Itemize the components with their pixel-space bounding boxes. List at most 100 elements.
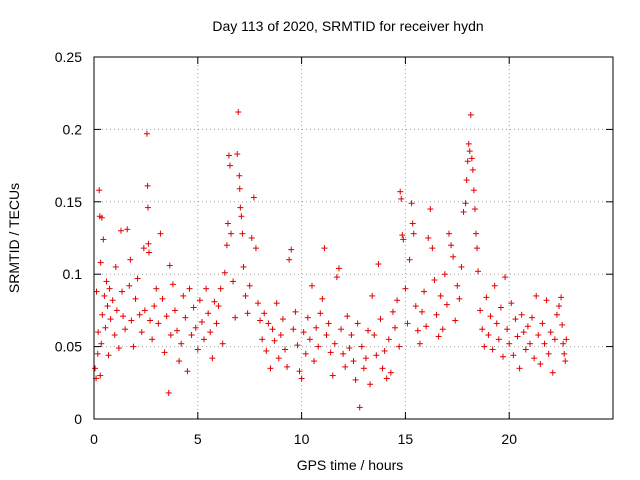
data-point bbox=[104, 303, 111, 310]
data-point bbox=[396, 343, 403, 350]
data-point bbox=[203, 285, 210, 292]
data-point bbox=[237, 204, 244, 211]
data-point bbox=[257, 317, 264, 324]
data-point bbox=[165, 389, 172, 396]
data-point bbox=[192, 324, 199, 331]
data-point bbox=[408, 200, 415, 207]
data-point bbox=[561, 350, 568, 357]
data-point bbox=[340, 350, 347, 357]
grid-layer bbox=[94, 57, 613, 419]
data-point bbox=[317, 310, 324, 317]
data-point bbox=[95, 329, 102, 336]
data-point bbox=[292, 308, 299, 315]
axis-ticks: 0 5 10 15 20 0 0.05 0.1 0.15 0.2 0.25 bbox=[55, 49, 613, 447]
data-point bbox=[294, 342, 301, 349]
data-point bbox=[499, 353, 506, 360]
data-point bbox=[111, 332, 118, 339]
data-point bbox=[352, 376, 359, 383]
data-point bbox=[117, 227, 124, 234]
data-point bbox=[533, 292, 540, 299]
data-point bbox=[491, 282, 498, 289]
data-point bbox=[520, 329, 527, 336]
x-tick-label: 20 bbox=[501, 431, 517, 447]
y-tick-label: 0 bbox=[74, 411, 82, 427]
x-tick-label: 15 bbox=[398, 431, 414, 447]
data-point bbox=[219, 340, 226, 347]
data-point bbox=[113, 307, 120, 314]
data-point bbox=[166, 262, 173, 269]
data-point bbox=[431, 276, 438, 283]
data-point bbox=[495, 336, 502, 343]
data-point bbox=[467, 111, 474, 118]
data-point bbox=[138, 329, 145, 336]
data-point bbox=[174, 327, 181, 334]
data-point bbox=[531, 355, 538, 362]
data-point bbox=[356, 404, 363, 411]
data-point bbox=[221, 269, 228, 276]
data-point bbox=[159, 295, 166, 302]
data-point bbox=[122, 326, 129, 333]
data-point bbox=[354, 320, 361, 327]
data-point bbox=[105, 352, 112, 359]
data-point bbox=[308, 282, 315, 289]
data-point bbox=[281, 346, 288, 353]
data-point bbox=[560, 340, 567, 347]
data-point bbox=[115, 345, 122, 352]
data-point bbox=[437, 292, 444, 299]
data-point bbox=[155, 320, 162, 327]
data-point bbox=[563, 336, 570, 343]
data-point bbox=[454, 282, 461, 289]
data-point bbox=[98, 340, 105, 347]
data-point bbox=[130, 343, 137, 350]
data-point bbox=[263, 347, 270, 354]
data-point bbox=[106, 285, 113, 292]
data-point bbox=[180, 292, 187, 299]
data-point bbox=[489, 346, 496, 353]
data-point bbox=[559, 321, 566, 328]
data-point bbox=[296, 368, 303, 375]
data-point bbox=[238, 213, 245, 220]
data-point bbox=[109, 297, 116, 304]
data-point bbox=[298, 375, 305, 382]
data-point bbox=[416, 340, 423, 347]
data-point bbox=[348, 332, 355, 339]
data-point bbox=[383, 375, 390, 382]
data-point bbox=[244, 310, 251, 317]
data-point bbox=[512, 316, 519, 323]
data-point bbox=[302, 350, 309, 357]
data-point bbox=[487, 313, 494, 320]
data-point bbox=[102, 324, 109, 331]
data-point bbox=[547, 329, 554, 336]
data-point bbox=[360, 365, 367, 372]
data-point bbox=[535, 332, 542, 339]
data-point bbox=[128, 317, 135, 324]
data-point bbox=[477, 307, 484, 314]
data-point bbox=[387, 369, 394, 376]
y-tick-label: 0.25 bbox=[55, 49, 82, 65]
data-point bbox=[304, 314, 311, 321]
data-point bbox=[338, 326, 345, 333]
data-point bbox=[315, 343, 322, 350]
x-tick-label: 5 bbox=[194, 431, 202, 447]
data-point bbox=[549, 369, 556, 376]
data-point bbox=[284, 363, 291, 370]
data-point bbox=[261, 310, 268, 317]
data-point bbox=[306, 336, 313, 343]
data-point bbox=[475, 268, 482, 275]
data-point bbox=[271, 337, 278, 344]
data-point bbox=[524, 323, 531, 330]
data-point bbox=[267, 365, 274, 372]
data-point bbox=[141, 307, 148, 314]
data-point bbox=[97, 372, 104, 379]
data-point bbox=[367, 381, 374, 388]
data-point bbox=[153, 285, 160, 292]
data-point bbox=[346, 345, 353, 352]
data-point bbox=[178, 340, 185, 347]
data-point bbox=[157, 230, 164, 237]
data-point bbox=[94, 350, 101, 357]
data-point bbox=[323, 332, 330, 339]
data-point bbox=[205, 310, 212, 317]
data-point bbox=[425, 235, 432, 241]
data-point bbox=[99, 311, 106, 318]
data-point bbox=[481, 343, 488, 350]
